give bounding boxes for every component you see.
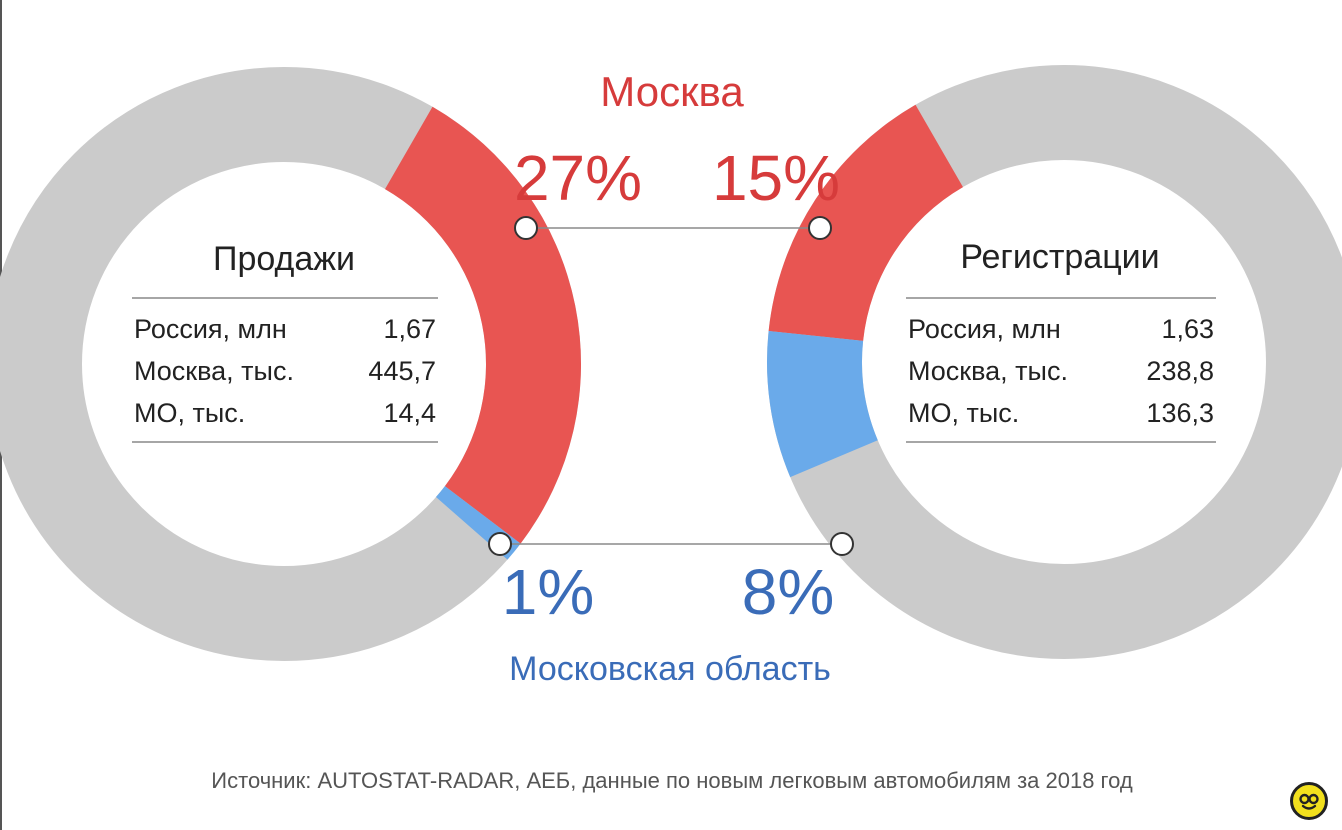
registrations-title: Регистрации (960, 238, 1159, 276)
moscow-marker-left (514, 216, 538, 240)
region-marker-right (830, 532, 854, 556)
registrations-row-label: Россия, млн (908, 314, 1061, 344)
region-marker-left (488, 532, 512, 556)
sales-moscow-pct-label: 27% (514, 142, 642, 214)
source-note: Источник: AUTOSTAT-RADAR, АЕБ, данные по… (211, 768, 1133, 793)
sales-row-value: 14,4 (383, 398, 436, 428)
registrations-row-label: Москва, тыс. (908, 356, 1068, 386)
sales-title: Продажи (213, 240, 355, 278)
registrations-row-value: 1,63 (1161, 314, 1214, 344)
registrations-region-pct-label: 8% (742, 556, 835, 628)
registrations-moscow-pct-label: 15% (712, 142, 840, 214)
registrations-moscow-slice (768, 104, 963, 341)
sales-row-label: МО, тыс. (134, 398, 245, 428)
sales-row-value: 1,67 (383, 314, 436, 344)
registrations-row-label: МО, тыс. (908, 398, 1019, 428)
registrations-row-value: 238,8 (1146, 356, 1214, 386)
registrations-region-slice (767, 330, 878, 478)
smiley-logo-icon (1290, 782, 1328, 820)
region-series-label: Московская область (509, 650, 831, 688)
sales-row-label: Москва, тыс. (134, 356, 294, 386)
moscow-series-label: Москва (600, 68, 744, 115)
sales-region-pct-label: 1% (502, 556, 595, 628)
sales-moscow-slice (385, 106, 581, 544)
moscow-marker-right (808, 216, 832, 240)
sales-row-value: 445,7 (368, 356, 436, 386)
registrations-row-value: 136,3 (1146, 398, 1214, 428)
donuts (0, 65, 1342, 661)
sales-row-label: Россия, млн (134, 314, 287, 344)
